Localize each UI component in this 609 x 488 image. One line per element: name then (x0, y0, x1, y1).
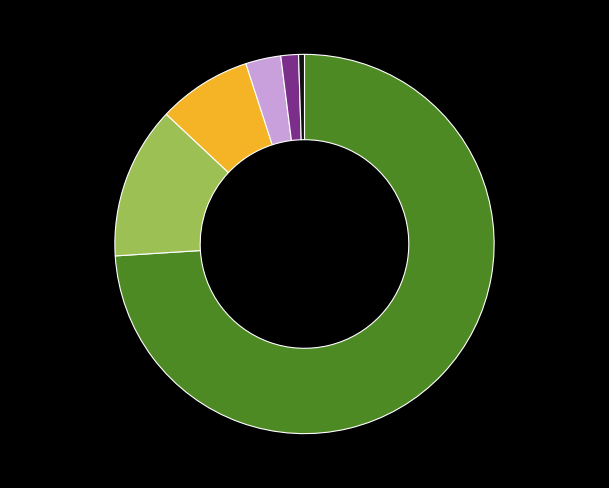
Wedge shape (281, 55, 301, 141)
Wedge shape (115, 114, 228, 256)
Wedge shape (298, 54, 304, 140)
Wedge shape (166, 63, 272, 173)
Wedge shape (246, 56, 292, 145)
Wedge shape (115, 54, 494, 434)
